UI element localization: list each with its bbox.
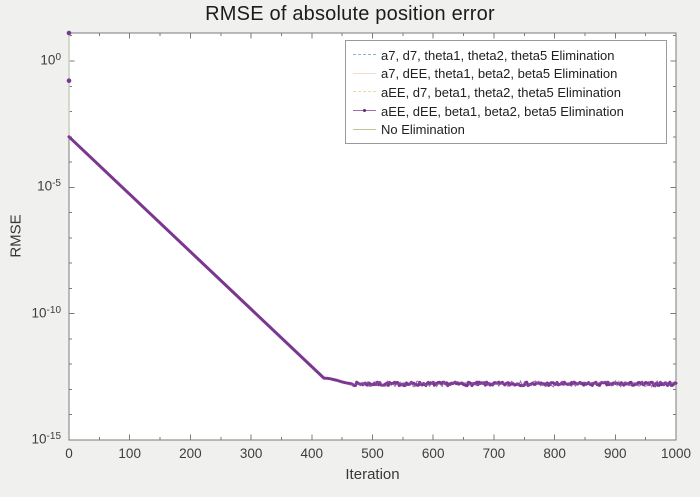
x-tick-label: 0 <box>65 446 73 461</box>
legend-line <box>353 128 376 130</box>
x-tick-label: 800 <box>543 446 566 461</box>
legend-label: aEE, dEE, beta1, beta2, beta5 Eliminatio… <box>381 103 624 119</box>
legend-marker-dot <box>363 109 367 113</box>
legend-label: aEE, d7, beta1, theta2, theta5 Eliminati… <box>381 84 621 100</box>
legend-row: a7, d7, theta1, theta2, theta5 Eliminati… <box>353 46 666 65</box>
legend-label: a7, dEE, theta1, beta2, beta5 Eliminatio… <box>381 66 618 82</box>
y-tick-label: 100 <box>40 51 61 68</box>
legend-line-swatch <box>353 50 376 60</box>
legend-row: aEE, d7, beta1, theta2, theta5 Eliminati… <box>353 83 666 102</box>
x-tick-label: 400 <box>300 446 324 461</box>
x-tick-label: 1000 <box>660 446 692 461</box>
y-tick-label: 10-15 <box>31 431 61 447</box>
legend-line-swatch <box>353 125 376 135</box>
legend-line <box>353 91 376 93</box>
data-point-marker <box>66 30 72 36</box>
x-axis-label: Iteration <box>345 466 400 483</box>
legend-label: a7, d7, theta1, theta2, theta5 Eliminati… <box>381 47 615 63</box>
y-axis-label: RMSE <box>7 214 25 258</box>
legend-line-swatch <box>353 69 376 79</box>
legend-row: aEE, dEE, beta1, beta2, beta5 Eliminatio… <box>353 102 666 121</box>
x-tick-label: 600 <box>421 446 445 461</box>
y-tick-label: 10-5 <box>37 178 61 194</box>
chart-title: RMSE of absolute position error <box>205 3 495 25</box>
trace-noise-line <box>349 379 676 389</box>
x-tick-label: 900 <box>604 446 627 461</box>
x-tick-label: 300 <box>239 446 263 461</box>
legend-line-swatch <box>353 87 376 97</box>
legend: a7, d7, theta1, theta2, theta5 Eliminati… <box>345 40 667 144</box>
axis-ticks <box>68 33 677 441</box>
x-tick-label: 100 <box>118 446 141 461</box>
legend-line <box>353 54 376 56</box>
legend-line-swatch <box>353 106 376 116</box>
y-tick-label: 10-10 <box>31 304 61 321</box>
data-point-marker <box>66 78 72 84</box>
x-tick-label: 200 <box>179 446 202 461</box>
legend-row: a7, dEE, theta1, beta2, beta5 Eliminatio… <box>353 65 666 84</box>
legend-row: No Elimination <box>353 120 666 139</box>
legend-line <box>353 72 376 74</box>
x-tick-label: 700 <box>482 446 506 461</box>
legend-label: No Elimination <box>381 122 465 138</box>
x-tick-label: 500 <box>361 446 384 461</box>
